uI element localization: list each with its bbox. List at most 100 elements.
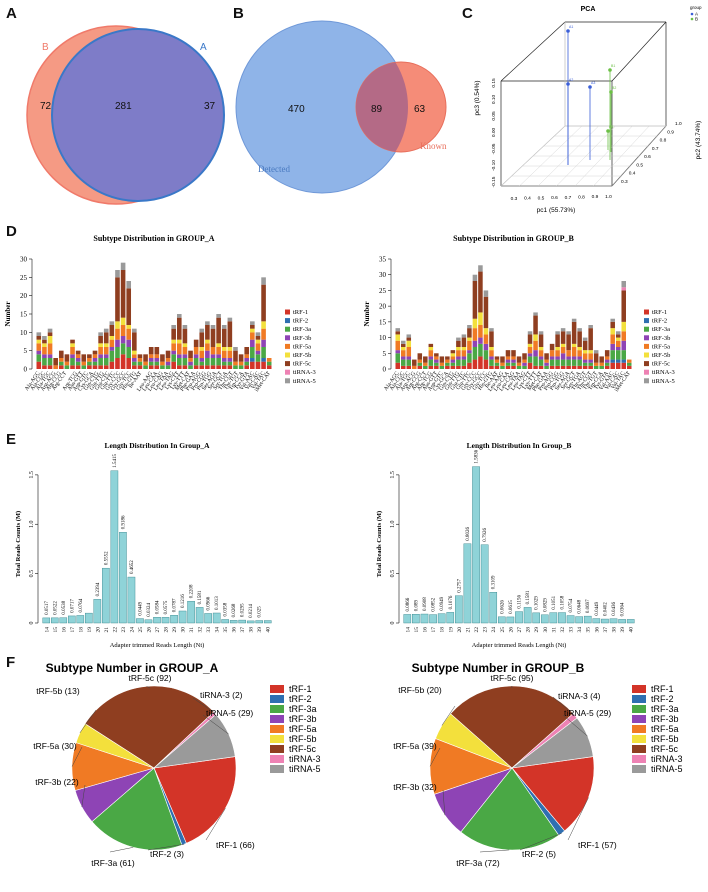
pie-leader-line bbox=[79, 709, 97, 733]
stacked-bar-segment bbox=[221, 325, 227, 329]
stacked-bar-segment bbox=[250, 339, 255, 347]
stacked-bar-segment bbox=[132, 358, 137, 362]
pca-legend-label: B bbox=[695, 17, 698, 22]
stacked-bar-segment bbox=[621, 281, 626, 288]
pca-xlabel: pc1 (55.73%) bbox=[537, 207, 576, 214]
stacked-bar-segment bbox=[227, 350, 233, 358]
stacked-bar-segment bbox=[522, 353, 527, 360]
stacked-bar-segment bbox=[522, 362, 527, 366]
stacked-bar-segment bbox=[205, 358, 210, 366]
stacked-bar-segment bbox=[406, 347, 412, 357]
stacked-bar-segment bbox=[227, 317, 233, 322]
stacked-bar-segment bbox=[555, 347, 560, 351]
stacked-bar-segment bbox=[126, 328, 132, 340]
venn-a-circle-a bbox=[51, 28, 225, 202]
pca-z-tick: 0.00 bbox=[491, 128, 497, 138]
stacked-bar-segment bbox=[478, 337, 483, 344]
pca-y-tick: 0.6 bbox=[644, 154, 651, 160]
stacked-bar-segment bbox=[610, 362, 615, 369]
pie-label: tRF-5a (30) bbox=[33, 741, 77, 751]
stacked-bar-segment bbox=[148, 354, 154, 358]
stacked-bar-segment bbox=[533, 334, 538, 341]
legend-swatch bbox=[285, 343, 290, 349]
pie-label: tRF-5b (13) bbox=[36, 686, 80, 696]
length-bar bbox=[489, 592, 498, 624]
stacked-bar-segment bbox=[621, 350, 626, 360]
length-value-label: 1.5836 bbox=[475, 449, 480, 463]
stacked-bar-segment bbox=[538, 365, 544, 369]
stacked-bar-segment bbox=[395, 353, 401, 363]
stacked-bar-segment bbox=[87, 358, 92, 362]
length-bar bbox=[532, 612, 540, 624]
stacked-bar-segment bbox=[176, 354, 182, 358]
stacked-bar-segment bbox=[445, 362, 450, 366]
stacked-bar-segment bbox=[494, 356, 500, 360]
stacked-bar-segment bbox=[36, 336, 42, 340]
stacked-bar-segment bbox=[75, 350, 81, 355]
stacked-bar-segment bbox=[109, 350, 115, 362]
stacked-bar-segment bbox=[165, 361, 171, 366]
pie-slice bbox=[460, 767, 560, 851]
stacked-bar-segment bbox=[250, 358, 255, 362]
stacked-bar-segment bbox=[538, 347, 544, 351]
legend-label: tRF-1 bbox=[652, 309, 667, 316]
stacked-bar-segment bbox=[92, 365, 98, 369]
stacked-bar-segment bbox=[103, 347, 109, 355]
stacked-bar-segment bbox=[70, 365, 75, 369]
stacked-bar-segment bbox=[626, 359, 632, 363]
length-value-label: 0.1581 bbox=[526, 590, 531, 604]
length-x-tick: 39 bbox=[620, 627, 626, 633]
stacked-bar-segment bbox=[566, 350, 571, 357]
legend-label: tRF-3b bbox=[293, 335, 311, 342]
length-bar-group-a: Length Distribution In Group_A 0 0.5 1.0 1.5… bbox=[15, 441, 272, 649]
length-value-label: 0.4652 bbox=[130, 560, 135, 574]
length-x-tick: 26 bbox=[508, 627, 514, 633]
legend-swatch bbox=[285, 361, 290, 367]
pca-point bbox=[606, 129, 610, 133]
stacked-bar-segment bbox=[244, 365, 250, 369]
stacked-bar-segment bbox=[615, 331, 621, 335]
length-bar bbox=[549, 612, 558, 624]
stacked-bar-segment bbox=[126, 281, 132, 289]
stacked-bar-segment bbox=[216, 343, 221, 347]
stacked-bar-segment bbox=[615, 347, 621, 351]
stacked-bar-segment bbox=[154, 347, 160, 355]
stacked-bar-segment bbox=[193, 365, 199, 369]
stacked-bar-segment bbox=[560, 365, 566, 369]
length-y-tick: 1.0 bbox=[390, 521, 396, 529]
stacked-bar-segment bbox=[500, 362, 505, 366]
pca-point bbox=[566, 29, 570, 33]
stacked-bar-segment bbox=[467, 353, 472, 363]
stacked-bar-segment bbox=[626, 365, 632, 369]
legend-label: tRF-2 bbox=[293, 318, 308, 325]
length-x-tick: 32 bbox=[198, 627, 204, 633]
pca-legend: AB bbox=[690, 12, 698, 22]
stacked-bar-segment bbox=[560, 353, 566, 360]
stacked-bar-segment bbox=[47, 358, 53, 366]
stacked-bar-segment bbox=[582, 362, 588, 366]
stacked-bar-segment bbox=[571, 343, 577, 347]
stacked-bar-segment bbox=[549, 356, 555, 360]
stacked-bar-segment bbox=[92, 358, 98, 362]
length-bar bbox=[609, 618, 618, 624]
pca-ylabel: pc2 (43.74%) bbox=[695, 121, 702, 160]
stacked-bar-segment bbox=[434, 362, 439, 366]
stacked-bar-segment bbox=[261, 361, 266, 369]
stacked-bar-segment bbox=[505, 359, 511, 363]
stacked-bar-segment bbox=[533, 356, 538, 366]
pca-floor-grid bbox=[500, 125, 667, 187]
length-x-tick: 34 bbox=[577, 627, 583, 633]
stacked-bar-segment bbox=[566, 359, 571, 366]
stacked-bar-segment bbox=[216, 354, 221, 358]
stacked-bar-segment bbox=[126, 325, 132, 329]
venn-b-count-known-only: 63 bbox=[414, 104, 426, 115]
stacked-bar-segment bbox=[176, 343, 182, 355]
stacked-bar-segment bbox=[439, 362, 445, 366]
stacked-bar-segment bbox=[472, 347, 478, 360]
stacked-bar-segment bbox=[261, 328, 266, 340]
stacked-bar-segment bbox=[489, 331, 494, 347]
stacked-bar-segment bbox=[244, 354, 250, 358]
legend-swatch bbox=[632, 685, 646, 693]
stacked-bar-segment bbox=[478, 271, 483, 313]
length-bar bbox=[575, 616, 583, 624]
